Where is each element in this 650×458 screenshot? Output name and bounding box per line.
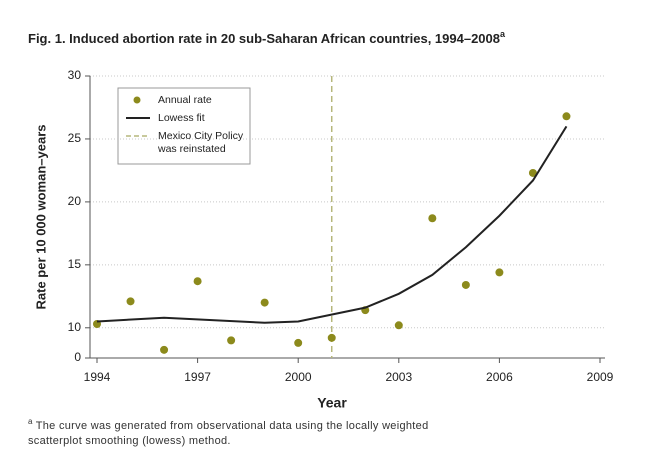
x-tick-label: 2003 bbox=[385, 370, 412, 384]
data-point bbox=[160, 345, 169, 354]
data-point bbox=[260, 298, 269, 307]
legend-label: Mexico City Policy bbox=[158, 130, 244, 142]
title-text: Fig. 1. Induced abortion rate in 20 sub-… bbox=[28, 31, 500, 46]
x-tick-label: 2000 bbox=[285, 370, 312, 384]
data-point bbox=[227, 336, 236, 345]
y-axis-label: Rate per 10 000 woman–years bbox=[33, 125, 48, 310]
x-tick-label: 1997 bbox=[184, 370, 211, 384]
legend-symbol bbox=[133, 96, 141, 104]
data-point bbox=[394, 321, 403, 330]
title-note: a bbox=[500, 29, 506, 39]
lowess-line bbox=[96, 125, 568, 324]
data-point bbox=[428, 214, 437, 223]
legend-label: was reinstated bbox=[157, 143, 226, 155]
footnote-line: scatterplot smoothing (lowess) method. bbox=[28, 435, 231, 447]
y-tick-label: 15 bbox=[68, 257, 82, 271]
footnote: a The curve was generated from observatio… bbox=[28, 417, 429, 432]
y-tick-label: 30 bbox=[68, 68, 82, 82]
data-point bbox=[193, 277, 202, 286]
data-point bbox=[528, 168, 537, 177]
footnote-mark: a bbox=[28, 417, 33, 426]
y-tick-label: 10 bbox=[68, 320, 82, 334]
data-point bbox=[327, 333, 336, 342]
x-tick-label: 1994 bbox=[84, 370, 111, 384]
y-tick-label: 25 bbox=[68, 131, 82, 145]
data-point bbox=[461, 280, 470, 289]
x-tick-label: 2006 bbox=[486, 370, 513, 384]
data-point bbox=[126, 297, 135, 306]
legend-label: Annual rate bbox=[158, 94, 212, 106]
legend-label: Lowess fit bbox=[158, 112, 205, 124]
x-tick-label: 2009 bbox=[587, 370, 614, 384]
x-axis-label: Year bbox=[317, 395, 347, 411]
y-break-label: 0 bbox=[74, 350, 81, 364]
data-point bbox=[562, 112, 571, 121]
data-point bbox=[294, 338, 303, 347]
data-point bbox=[495, 268, 504, 277]
chart-title: Fig. 1. Induced abortion rate in 20 sub-… bbox=[28, 29, 506, 46]
y-tick-label: 20 bbox=[68, 194, 82, 208]
footnote-line: The curve was generated from observation… bbox=[36, 420, 429, 432]
